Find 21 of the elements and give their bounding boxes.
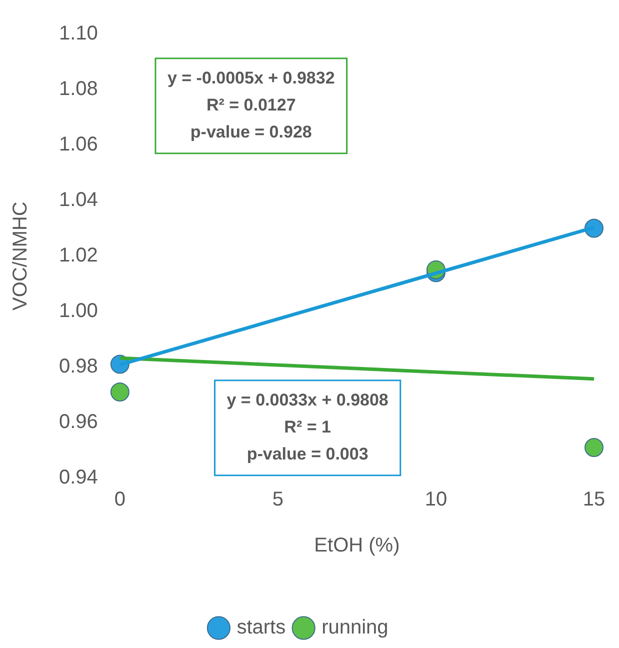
y-tick-label: 1.00 — [58, 300, 98, 322]
y-tick-label: 1.04 — [58, 189, 98, 212]
point — [110, 382, 130, 402]
point — [584, 438, 604, 457]
y-axis-title: VOC/NMHC — [10, 202, 32, 310]
annotation: y = -0.0005x + 0.9832 R² = 0.0127 p-value = 0.928 — [167, 68, 335, 142]
y-tick-label: 1.02 — [58, 244, 98, 267]
x-tick-label: 5 — [272, 488, 284, 511]
legend-label: starts — [236, 616, 286, 639]
y-tick-label: 0.94 — [58, 466, 98, 489]
y-tick-label: 0.98 — [58, 356, 98, 378]
x-tick-label: 10 — [424, 488, 448, 511]
annotation: y = 0.0033x + 0.9808 R² = 1 p-value = 0.003 — [226, 390, 388, 464]
y-tick-label: 1.10 — [58, 22, 98, 45]
x-tick-label: 15 — [582, 488, 606, 511]
y-tick-label: 1.08 — [58, 78, 98, 100]
y-tick-label: 1.06 — [58, 134, 98, 156]
y-tick-label: 0.96 — [58, 411, 98, 434]
legend-label: running — [322, 616, 388, 639]
x-axis-title: EtOH (%) — [314, 534, 400, 557]
x-tick-label: 0 — [114, 488, 126, 511]
